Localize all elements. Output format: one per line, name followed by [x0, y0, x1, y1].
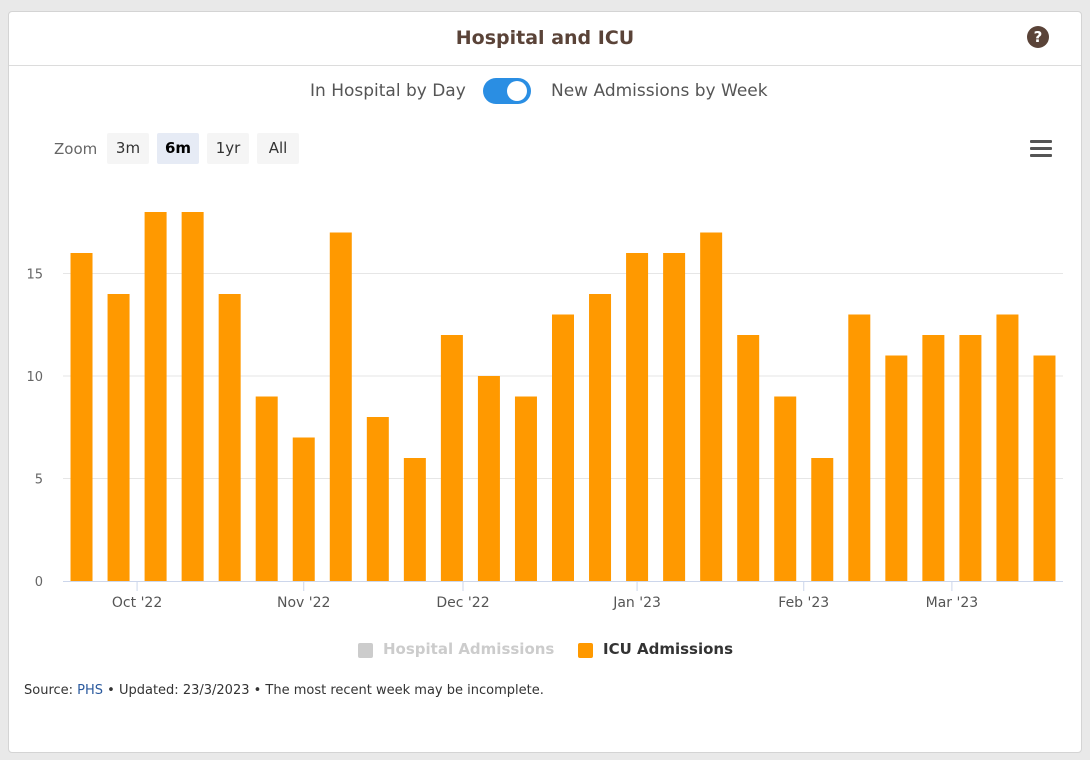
- zoom-controls: Zoom 3m 6m 1yr All: [0, 133, 1090, 165]
- zoom-label: Zoom: [54, 140, 98, 158]
- legend-swatch-icu: [578, 643, 593, 658]
- x-tick-label: Mar '23: [926, 595, 979, 611]
- toggle-right-label[interactable]: New Admissions by Week: [551, 81, 768, 101]
- hamburger-menu-icon[interactable]: [1030, 140, 1052, 158]
- zoom-button-1yr[interactable]: 1yr: [207, 133, 249, 164]
- view-toggle-row: In Hospital by Day New Admissions by Wee…: [0, 78, 1090, 108]
- bar: [181, 212, 204, 581]
- question-circle-icon[interactable]: ?: [1027, 26, 1049, 48]
- y-tick-label: 5: [35, 473, 43, 488]
- bar: [107, 294, 130, 581]
- bar: [403, 458, 426, 581]
- zoom-button-all[interactable]: All: [257, 133, 299, 164]
- bar: [292, 437, 315, 581]
- chart-legend: Hospital Admissions ICU Admissions: [0, 640, 1090, 662]
- bar: [218, 294, 241, 581]
- zoom-button-6m[interactable]: 6m: [157, 133, 199, 164]
- bar: [959, 335, 982, 581]
- toggle-left-label[interactable]: In Hospital by Day: [310, 81, 466, 101]
- toggle-knob: [507, 81, 527, 101]
- view-toggle-switch[interactable]: [483, 78, 531, 104]
- bar: [440, 335, 463, 581]
- bar: [514, 396, 537, 581]
- legend-swatch-hospital: [358, 643, 373, 658]
- bar: [70, 253, 93, 581]
- bar: [144, 212, 167, 581]
- bar: [848, 314, 871, 581]
- x-tick-label: Feb '23: [778, 595, 829, 611]
- source-note: Source: PHS • Updated: 23/3/2023 • The m…: [24, 683, 544, 698]
- bar: [552, 314, 574, 581]
- y-tick-label: 15: [26, 268, 43, 283]
- bar: [885, 355, 908, 581]
- page-title: Hospital and ICU: [455, 27, 635, 49]
- x-tick-label: Nov '22: [277, 595, 330, 611]
- y-tick-label: 10: [26, 370, 43, 385]
- source-suffix: • Updated: 23/3/2023 • The most recent w…: [103, 683, 544, 698]
- bar: [626, 253, 649, 581]
- x-tick-label: Oct '22: [112, 595, 162, 611]
- bar: [663, 253, 686, 581]
- x-tick-label: Jan '23: [612, 595, 661, 611]
- bar: [700, 232, 723, 581]
- source-link[interactable]: PHS: [77, 683, 104, 698]
- bar-chart: 0 5 10 15 Oct '22 Nov '22 Dec '22 Jan '23 Feb '2…: [26, 212, 1063, 611]
- x-tick-label: Dec '22: [436, 595, 489, 611]
- bar: [922, 335, 945, 581]
- bar: [996, 314, 1019, 581]
- bar: [811, 458, 834, 581]
- bar: [737, 335, 760, 581]
- legend-label-icu: ICU Admissions: [603, 640, 734, 658]
- y-tick-label: 0: [35, 575, 43, 590]
- legend-label-hospital: Hospital Admissions: [383, 640, 555, 658]
- bar: [589, 294, 612, 581]
- bar: [366, 417, 389, 581]
- bar: [1033, 355, 1056, 581]
- bar: [774, 396, 797, 581]
- bar: [477, 376, 500, 581]
- zoom-button-3m[interactable]: 3m: [107, 133, 149, 164]
- bar: [329, 232, 352, 581]
- card-header: Hospital and ICU ?: [9, 12, 1081, 66]
- bar: [255, 396, 278, 581]
- source-prefix: Source:: [24, 683, 78, 698]
